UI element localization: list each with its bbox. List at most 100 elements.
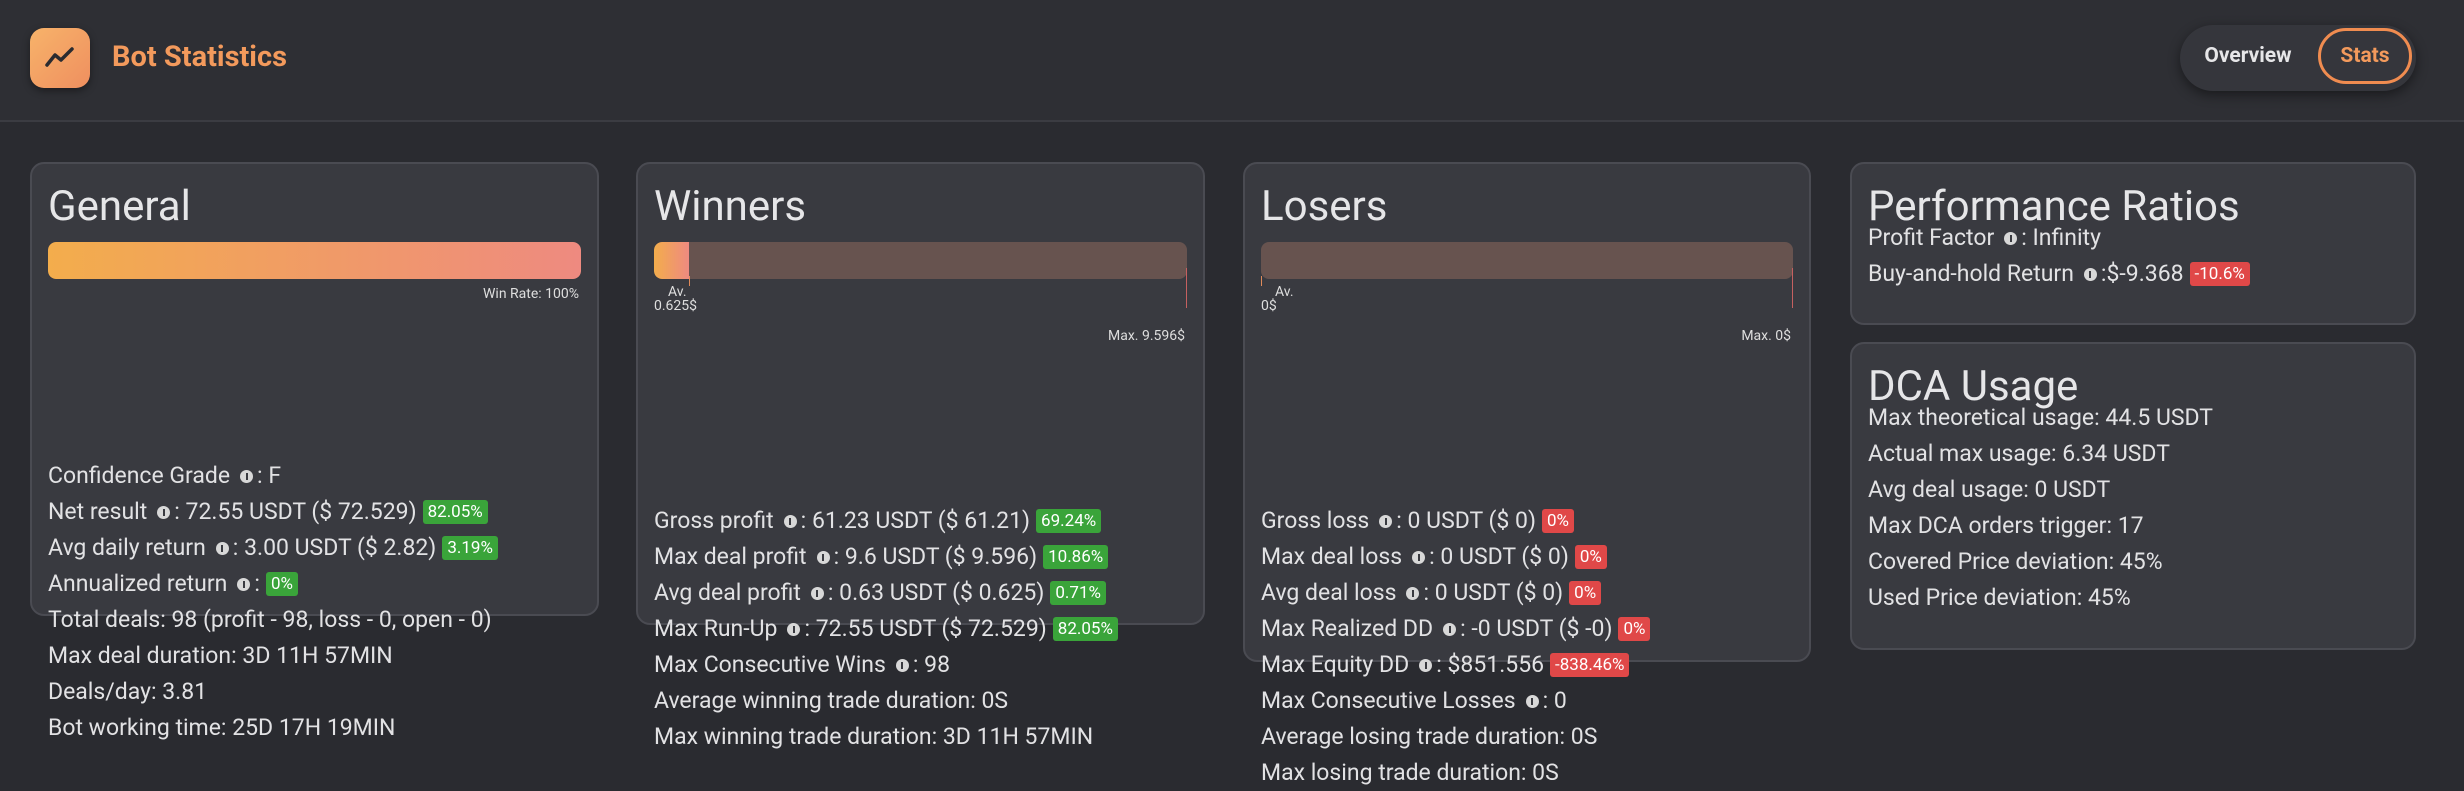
stat-label: Avg daily return xyxy=(48,534,206,561)
stat-card: Losers Av. 0$ Max. 0$ Gross loss: 0 USDT ($ … xyxy=(1243,162,1811,786)
avg-caption: Av. xyxy=(1275,284,1294,300)
percent-badge: 0% xyxy=(1541,509,1574,533)
info-icon[interactable] xyxy=(810,586,824,600)
stat-label: Bot working time: 25D 17H 19MIN xyxy=(48,714,396,741)
stat-value: : 0.63 USDT ($ 0.625) xyxy=(827,579,1045,606)
stat-row: Max Consecutive Losses: 0 xyxy=(1261,683,1650,719)
stat-row: Max Run-Up: 72.55 USDT ($ 72.529) 82.05% xyxy=(654,611,1118,647)
avg-caption: Av. xyxy=(668,284,687,300)
info-icon[interactable] xyxy=(895,658,909,672)
info-icon[interactable] xyxy=(816,550,830,564)
app-title: Bot Statistics xyxy=(112,40,287,74)
stat-row: Average losing trade duration: 0S xyxy=(1261,719,1650,755)
stat-list: Confidence Grade: F Net result: 72.55 USD… xyxy=(48,458,498,746)
stat-label: Avg deal usage: 0 USDT xyxy=(1868,476,2111,503)
stat-value: : 9.6 USDT ($ 9.596) xyxy=(833,543,1038,570)
stat-row: Avg deal loss: 0 USDT ($ 0) 0% xyxy=(1261,575,1650,611)
stat-row: Actual max usage: 6.34 USDT xyxy=(1868,436,2213,472)
info-icon[interactable] xyxy=(783,514,797,528)
avg-fill xyxy=(654,242,689,279)
stat-row: Bot working time: 25D 17H 19MIN xyxy=(48,710,498,746)
stat-row: Buy-and-hold Return:$-9.368 -10.6% xyxy=(1868,256,2250,292)
stat-list: Profit Factor: Infinity Buy-and-hold Retu… xyxy=(1868,220,2250,292)
stat-label: Actual max usage: 6.34 USDT xyxy=(1868,440,2170,467)
stat-label: Max Consecutive Wins xyxy=(654,651,886,678)
stat-value: : 0 USDT ($ 0) xyxy=(1423,579,1564,606)
stat-row: Deals/day: 3.81 xyxy=(48,674,498,710)
stat-label: Avg deal profit xyxy=(654,579,801,606)
stat-value: : 98 xyxy=(912,651,951,678)
avg-label: 0.625$ xyxy=(654,298,698,314)
range-bar xyxy=(654,242,1187,279)
stat-card: DCA Usage Max theoretical usage: 44.5 USD… xyxy=(1850,342,2416,650)
info-icon[interactable] xyxy=(1419,658,1433,672)
percent-badge: 82.05% xyxy=(422,500,488,524)
info-icon[interactable] xyxy=(237,577,251,591)
stat-row: Covered Price deviation: 45% xyxy=(1868,544,2213,580)
max-marker xyxy=(1186,268,1187,308)
max-marker xyxy=(1792,268,1793,308)
percent-badge: 0% xyxy=(1574,545,1607,569)
info-icon[interactable] xyxy=(215,541,229,555)
info-icon[interactable] xyxy=(2083,267,2097,281)
stat-value: : xyxy=(254,570,260,597)
stat-list: Gross loss: 0 USDT ($ 0) 0% Max deal loss:… xyxy=(1261,503,1651,791)
percent-badge: 82.05% xyxy=(1052,617,1118,641)
percent-badge: 0.71% xyxy=(1050,581,1106,605)
percent-badge: 3.19% xyxy=(442,536,498,560)
stat-value: : Infinity xyxy=(2021,224,2101,251)
stat-row: Max theoretical usage: 44.5 USDT xyxy=(1868,400,2213,436)
max-label: Max. 0$ xyxy=(1741,328,1791,344)
header: Bot Statistics Overview Stats xyxy=(0,0,2464,122)
stat-value: : 0 USDT ($ 0) xyxy=(1396,507,1536,534)
stat-row: Max deal loss: 0 USDT ($ 0) 0% xyxy=(1261,539,1650,575)
stat-value: : $851.556 xyxy=(1436,651,1545,678)
info-icon[interactable] xyxy=(2004,231,2018,245)
percent-badge: 69.24% xyxy=(1036,509,1102,533)
avg-marker xyxy=(1261,276,1262,286)
stat-label: Avg deal loss xyxy=(1261,579,1397,606)
info-icon[interactable] xyxy=(787,622,801,636)
stat-label: Annualized return xyxy=(48,570,228,597)
tab[interactable]: Overview xyxy=(2204,44,2292,68)
card-title: General xyxy=(48,182,191,231)
stat-row: Annualized return:0% xyxy=(48,566,498,602)
stat-row: Gross profit : 61.23 USDT ($ 61.21) 69.24% xyxy=(654,503,1118,539)
info-icon[interactable] xyxy=(1443,622,1457,636)
info-icon[interactable] xyxy=(1412,550,1426,564)
stat-label: Max Realized DD xyxy=(1261,615,1434,642)
stat-label: Average losing trade duration: 0S xyxy=(1261,723,1598,750)
stat-value: : 72.55 USDT ($ 72.529) xyxy=(174,498,417,525)
bar-label: Win Rate: 100% xyxy=(483,286,579,302)
stat-row: Max DCA orders trigger: 17 xyxy=(1868,508,2213,544)
stat-row: Avg daily return: 3.00 USDT ($ 2.82) 3.19… xyxy=(48,530,498,566)
info-icon[interactable] xyxy=(1406,586,1420,600)
info-icon[interactable] xyxy=(1525,694,1539,708)
stat-label: Used Price deviation: 45% xyxy=(1868,584,2131,611)
stat-label: Gross profit xyxy=(654,507,774,534)
percent-badge: 10.86% xyxy=(1043,545,1109,569)
card-title: DCA Usage xyxy=(1868,362,2079,411)
stat-value: : 0 USDT ($ 0) xyxy=(1429,543,1569,570)
stat-value: : F xyxy=(257,462,282,489)
stat-label: Gross loss xyxy=(1261,507,1370,534)
stat-card: Performance Ratios Profit Factor: Infinit… xyxy=(1850,162,2416,325)
percent-badge: 0% xyxy=(1618,617,1651,641)
info-icon[interactable] xyxy=(157,505,171,519)
percent-badge: -10.6% xyxy=(2189,262,2250,286)
stat-label: Covered Price deviation: 45% xyxy=(1868,548,2163,575)
logo xyxy=(30,28,90,88)
stat-label: Average winning trade duration: 0S xyxy=(654,687,1009,714)
stat-value: : 61.23 USDT ($ 61.21) xyxy=(800,507,1031,534)
stat-label: Deals/day: 3.81 xyxy=(48,678,208,705)
stat-row: Avg deal usage: 0 USDT xyxy=(1868,472,2213,508)
tab[interactable]: Stats xyxy=(2318,28,2412,84)
stat-label: Total deals: 98 (profit - 98, loss - 0, … xyxy=(48,606,492,633)
stat-row: Max Equity DD: $851.556 -838.46% xyxy=(1261,647,1650,683)
stat-row: Avg deal profit : 0.63 USDT ($ 0.625) 0.71… xyxy=(654,575,1118,611)
win-rate-fill xyxy=(48,242,581,279)
max-label: Max. 9.596$ xyxy=(1108,328,1185,344)
info-icon[interactable] xyxy=(1379,514,1393,528)
avg-label: 0$ xyxy=(1261,298,1277,314)
info-icon[interactable] xyxy=(240,469,254,483)
